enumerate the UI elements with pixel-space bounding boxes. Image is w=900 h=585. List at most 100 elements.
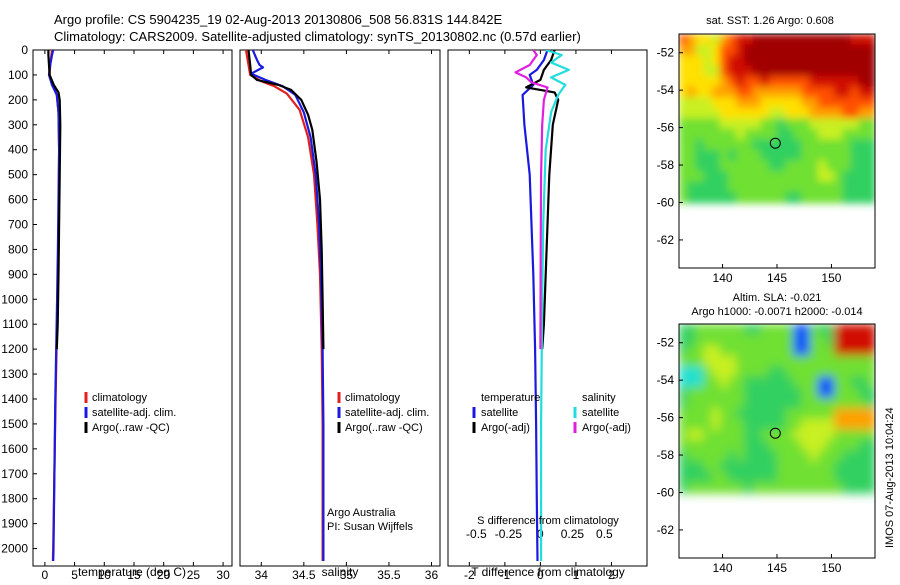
heatmap-cell xyxy=(687,86,697,99)
heatmap-cell xyxy=(842,482,852,494)
heatmap-cell xyxy=(744,86,754,99)
heatmap-cell xyxy=(785,149,795,162)
heatmap-cell xyxy=(760,181,770,193)
heatmap-cell xyxy=(744,460,754,473)
heatmap-cell xyxy=(768,76,778,88)
legend-t-satellite: satellite xyxy=(481,407,518,419)
heatmap-cell xyxy=(826,97,836,109)
heatmap-cell xyxy=(785,65,795,78)
heatmap-cell xyxy=(826,366,836,378)
heatmap-cell xyxy=(777,128,787,141)
heatmap-cell xyxy=(711,408,721,420)
heatmap-cell xyxy=(752,86,762,99)
heatmap-cell xyxy=(752,324,762,336)
heatmap-cell xyxy=(736,355,746,368)
heatmap-cell xyxy=(793,181,803,193)
heatmap-cell xyxy=(834,418,844,431)
heatmap-cell xyxy=(793,418,803,431)
heatmap-cell xyxy=(744,408,754,420)
map-y-tick-label: -60 xyxy=(657,485,675,499)
heatmap-cell xyxy=(809,355,819,368)
heatmap-cell xyxy=(711,387,721,399)
heatmap-cell xyxy=(687,76,697,88)
heatmap-cell xyxy=(785,397,795,410)
imos-timestamp: IMOS 07-Aug-2013 10:04:24 xyxy=(884,407,896,548)
heatmap-cell xyxy=(826,128,836,141)
heatmap-cell xyxy=(858,181,868,193)
heatmap-cell xyxy=(768,149,778,162)
heatmap-cell xyxy=(785,482,795,494)
heatmap-cell xyxy=(744,181,754,193)
heatmap-cell xyxy=(736,482,746,494)
heatmap-cell xyxy=(760,471,770,483)
heatmap-cell xyxy=(768,376,778,389)
heatmap-cell xyxy=(866,397,875,410)
heatmap-cell xyxy=(809,118,819,130)
heatmap-cell xyxy=(858,149,868,162)
heatmap-cell xyxy=(711,334,721,346)
sst-heatmap-cells xyxy=(679,34,875,204)
x-tick-label: 2 xyxy=(608,568,615,580)
figure-subtitle: Climatology: CARS2009. Satellite-adjuste… xyxy=(54,29,581,44)
heatmap-cell xyxy=(695,170,705,183)
profile-line xyxy=(47,50,62,350)
heatmap-cell xyxy=(687,429,697,441)
map-x-tick-label: 145 xyxy=(767,271,787,285)
heatmap-cell xyxy=(809,181,819,193)
heatmap-cell xyxy=(817,439,827,452)
heatmap-cell xyxy=(679,334,689,346)
heatmap-cell xyxy=(695,418,705,431)
heatmap-cell xyxy=(711,397,721,410)
heatmap-cell xyxy=(858,139,868,151)
heatmap-cell xyxy=(866,55,875,67)
heatmap-cell xyxy=(834,334,844,346)
heatmap-cell xyxy=(809,55,819,67)
heatmap-cell xyxy=(793,324,803,336)
x-tick-label: 30 xyxy=(216,568,230,580)
heatmap-cell xyxy=(703,439,713,452)
heatmap-cell xyxy=(842,160,852,172)
heatmap-cell xyxy=(866,334,875,346)
heatmap-cell xyxy=(826,149,836,162)
heatmap-cell xyxy=(679,191,689,204)
difference-legend: temperature satellite Argo(-adj) salinit… xyxy=(472,392,631,434)
heatmap-cell xyxy=(858,429,868,441)
heatmap-cell xyxy=(752,149,762,162)
heatmap-cell xyxy=(736,191,746,204)
heatmap-cell xyxy=(842,397,852,410)
heatmap-cell xyxy=(850,460,860,473)
heatmap-cell xyxy=(834,97,844,109)
heatmap-cell xyxy=(801,170,811,183)
heatmap-cell xyxy=(679,107,689,120)
heatmap-cell xyxy=(752,128,762,141)
heatmap-cell xyxy=(817,324,827,336)
heatmap-cell xyxy=(858,55,868,67)
heatmap-cell xyxy=(817,366,827,378)
heatmap-cell xyxy=(703,76,713,88)
heatmap-cell xyxy=(760,128,770,141)
heatmap-cell xyxy=(768,65,778,78)
heatmap-cell xyxy=(826,334,836,346)
x-tick-label: 0 xyxy=(537,568,544,580)
heatmap-cell xyxy=(834,397,844,410)
heatmap-cell xyxy=(711,118,721,130)
heatmap-cell xyxy=(752,170,762,183)
heatmap-cell xyxy=(728,324,738,336)
heatmap-cell xyxy=(752,429,762,441)
heatmap-cell xyxy=(777,397,787,410)
heatmap-cell xyxy=(793,450,803,462)
heatmap-cell xyxy=(842,366,852,378)
heatmap-cell xyxy=(768,86,778,99)
heatmap-cell xyxy=(817,345,827,357)
heatmap-cell xyxy=(760,86,770,99)
heatmap-cell xyxy=(826,86,836,99)
heatmap-cell xyxy=(793,97,803,109)
heatmap-cell xyxy=(817,397,827,410)
heatmap-cell xyxy=(834,118,844,130)
heatmap-cell xyxy=(752,181,762,193)
heatmap-cell xyxy=(785,408,795,420)
heatmap-cell xyxy=(687,107,697,120)
heatmap-cell xyxy=(826,76,836,88)
heatmap-cell xyxy=(777,65,787,78)
